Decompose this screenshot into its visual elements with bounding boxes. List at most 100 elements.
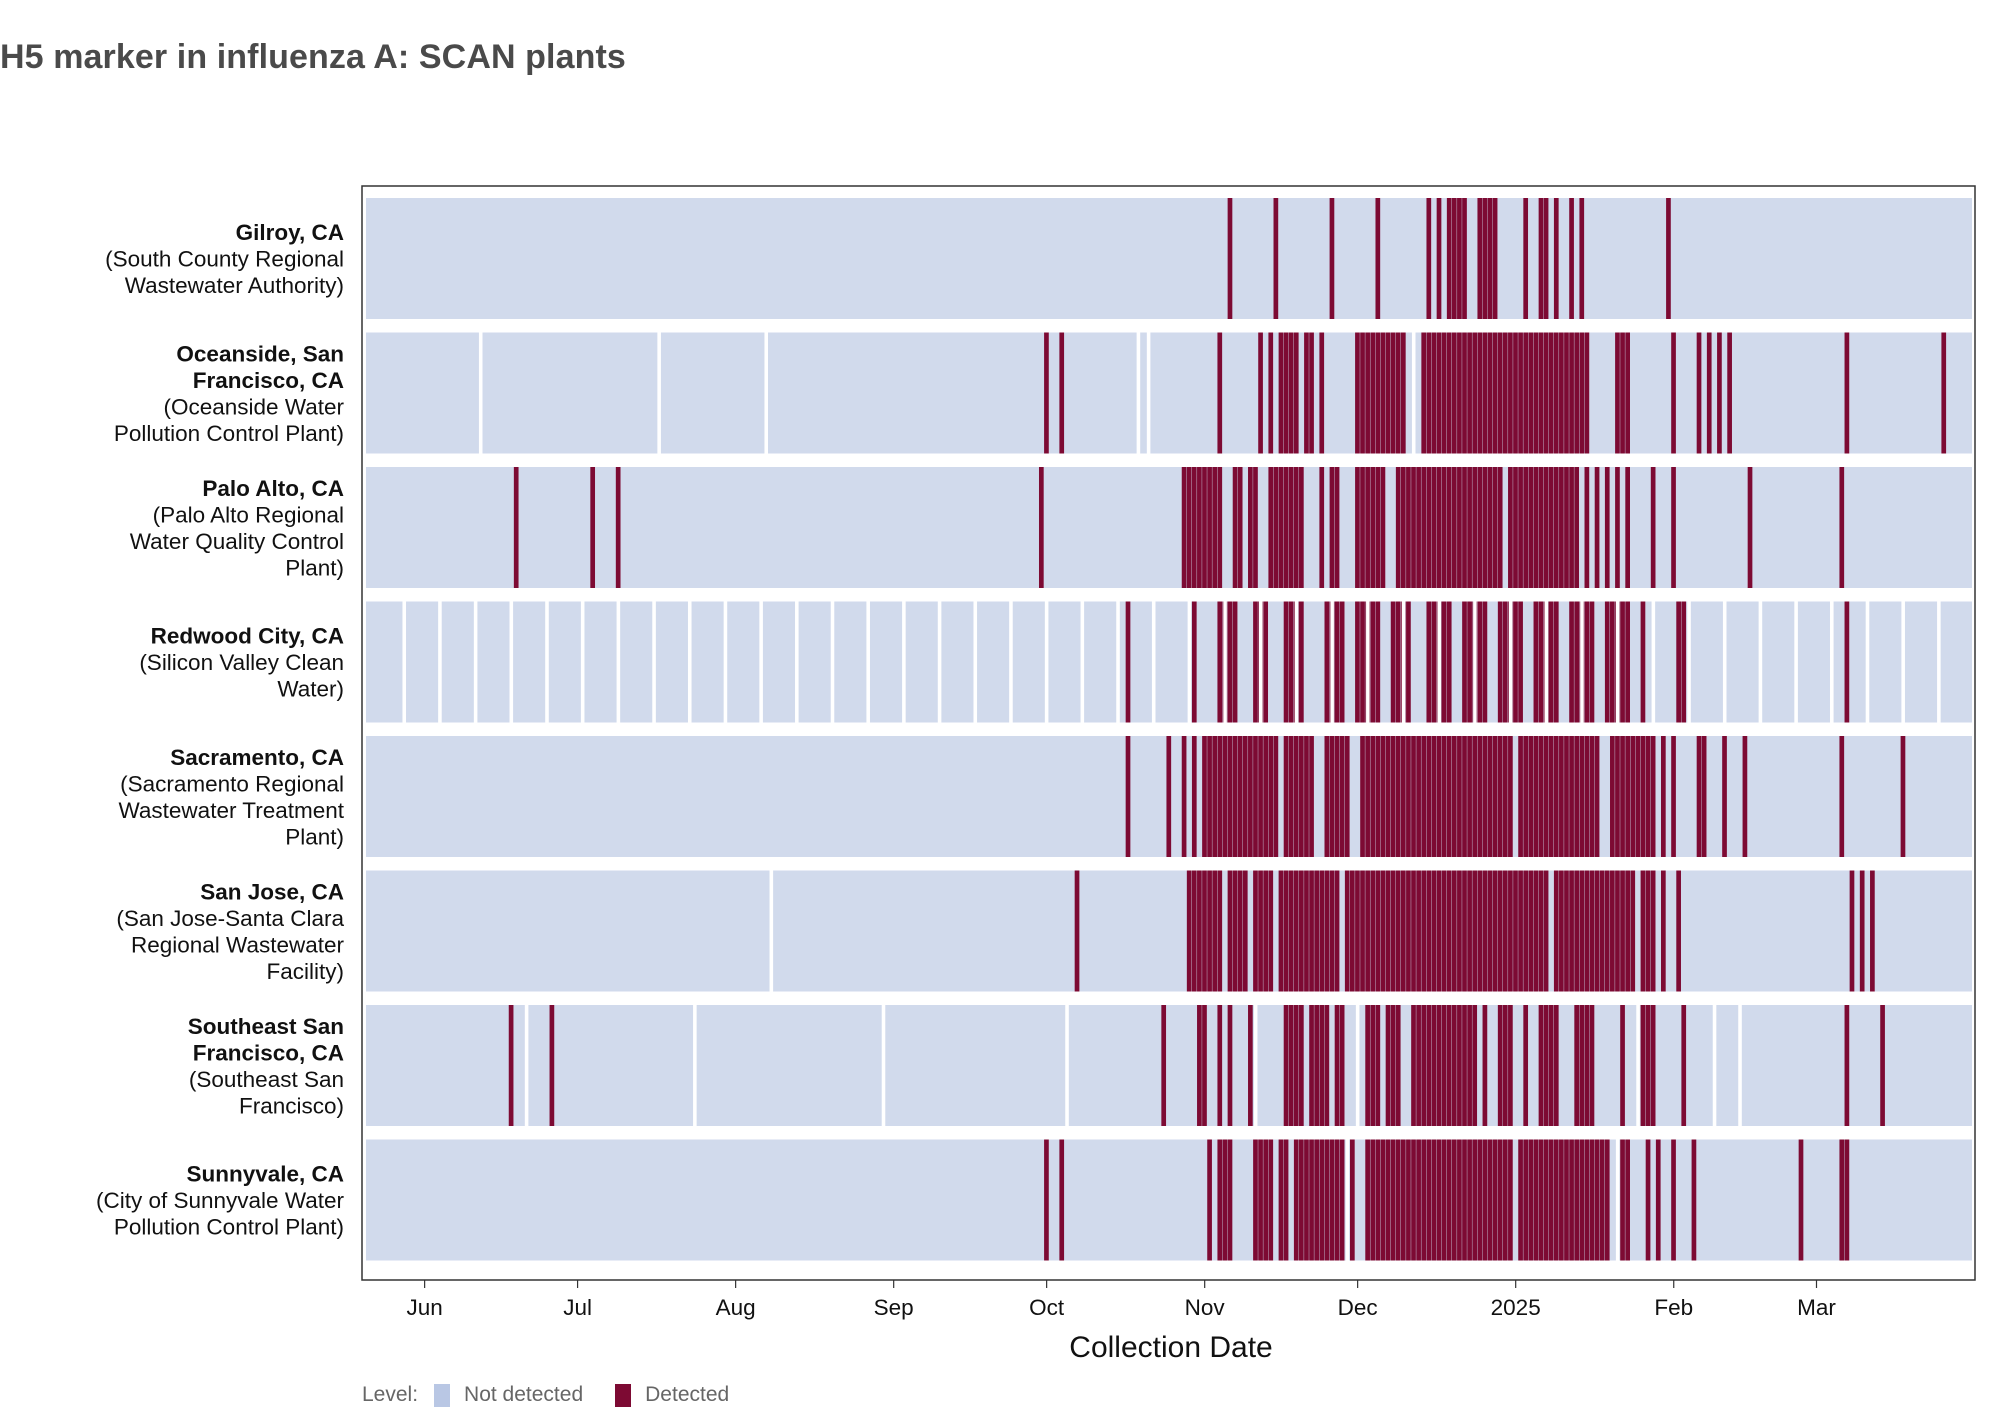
- missing-cell: [1473, 601, 1477, 723]
- detected-cell: [1849, 870, 1855, 992]
- detected-cell: [1543, 1139, 1549, 1261]
- detected-cell: [1375, 198, 1381, 319]
- detected-cell: [1548, 736, 1554, 857]
- detected-cell: [1237, 467, 1243, 588]
- detected-cell: [1615, 332, 1620, 454]
- plant-name: Francisco, CA: [193, 1040, 344, 1065]
- detected-cell: [1212, 467, 1218, 588]
- plant-facility: (Southeast San: [189, 1067, 344, 1092]
- missing-cell: [937, 601, 942, 723]
- detected-cell: [1477, 332, 1483, 454]
- detected-cell: [1278, 332, 1284, 454]
- detected-cell: [1390, 1139, 1396, 1261]
- detected-cell: [1462, 467, 1467, 588]
- detected-cell: [1446, 198, 1452, 319]
- detected-cell: [1324, 870, 1330, 992]
- detected-cell: [1207, 1139, 1212, 1261]
- detected-cell: [1395, 1139, 1401, 1261]
- detected-cell: [1477, 467, 1483, 588]
- detected-cell: [1604, 1139, 1610, 1261]
- detected-cell: [1579, 198, 1585, 319]
- plant-row-gilroy-ca: [366, 198, 1972, 319]
- detected-cell: [1375, 601, 1381, 723]
- detected-cell: [1293, 1005, 1299, 1126]
- detected-cell: [1482, 198, 1488, 319]
- detected-cell: [1217, 601, 1223, 723]
- detected-cell: [1344, 736, 1350, 857]
- plant-label-san-jose-ca: San Jose, CA (San Jose-Santa Clara Regiona…: [116, 879, 344, 984]
- detected-cell: [1299, 467, 1304, 588]
- detected-cell: [1467, 1005, 1472, 1126]
- detected-cell: [1360, 467, 1365, 588]
- missing-cell: [1253, 1005, 1258, 1126]
- detected-cell: [1839, 736, 1845, 857]
- detected-cell: [1508, 1005, 1513, 1126]
- missing-cell: [973, 601, 978, 723]
- detected-cell: [1620, 736, 1625, 857]
- detected-cell: [1472, 332, 1478, 454]
- detected-cell: [1630, 736, 1636, 857]
- detected-cell: [1411, 1005, 1416, 1126]
- detected-cell: [1426, 1005, 1432, 1126]
- detected-cell: [1492, 1139, 1498, 1261]
- detected-cell: [1406, 736, 1411, 857]
- detected-cell: [1411, 1139, 1416, 1261]
- detected-cell: [1518, 1139, 1523, 1261]
- detected-cell: [1395, 601, 1401, 723]
- detected-cell: [1288, 467, 1294, 588]
- detected-cell: [1462, 332, 1467, 454]
- detected-cell: [1237, 870, 1243, 992]
- detected-cell: [1502, 1139, 1508, 1261]
- detected-cell: [1375, 870, 1381, 992]
- plant-facility: Regional Wastewater: [131, 932, 345, 957]
- detected-cell: [1421, 1139, 1427, 1261]
- plant-facility: Pollution Control Plant): [114, 1215, 344, 1240]
- detected-cell: [1569, 1139, 1574, 1261]
- detected-cell: [1625, 1139, 1630, 1261]
- detected-cell: [1288, 601, 1294, 723]
- detected-cell: [1273, 467, 1279, 588]
- plant-facility: (South County Regional: [105, 247, 344, 272]
- detected-cell: [1059, 1139, 1065, 1261]
- detected-cell: [1660, 736, 1666, 857]
- detected-cell: [1416, 1005, 1421, 1126]
- detected-cell: [1334, 601, 1340, 723]
- detected-cell: [1232, 467, 1238, 588]
- detected-cell: [1395, 1005, 1401, 1126]
- x-axis: Jun Jul Aug Sep Oct Nov Dec 2025 Feb Mar: [406, 1280, 1836, 1320]
- detected-cell: [1370, 332, 1376, 454]
- detected-cell: [1304, 736, 1309, 857]
- detected-cell: [1349, 1139, 1355, 1261]
- detected-cell: [1615, 467, 1620, 588]
- missing-cell: [1758, 601, 1763, 723]
- detected-cell: [1207, 467, 1212, 588]
- detected-cell: [1400, 467, 1406, 588]
- detected-cell: [1589, 1139, 1595, 1261]
- missing-cell: [1615, 1139, 1620, 1261]
- detected-cell: [1742, 736, 1748, 857]
- detected-cell: [1513, 467, 1518, 588]
- detected-cell: [1472, 870, 1478, 992]
- missing-cell: [1437, 601, 1442, 723]
- detected-cell: [1538, 1139, 1544, 1261]
- detected-cell: [1553, 736, 1559, 857]
- detected-cell: [1467, 467, 1472, 588]
- detected-cell: [1650, 870, 1656, 992]
- detected-cell: [1441, 1005, 1447, 1126]
- detected-cell: [1202, 736, 1207, 857]
- detected-cell: [1329, 467, 1335, 588]
- detected-cell: [1487, 467, 1493, 588]
- plant-facility: Facility): [267, 959, 345, 984]
- detected-cell: [1334, 467, 1340, 588]
- detected-cell: [1696, 332, 1702, 454]
- detected-cell: [1579, 1139, 1585, 1261]
- detected-cell: [1278, 870, 1284, 992]
- detected-cell: [1283, 870, 1289, 992]
- detected-cell: [1462, 601, 1467, 723]
- detected-cell: [1395, 870, 1401, 992]
- detected-cell: [1263, 736, 1269, 857]
- detected-cell: [1268, 736, 1274, 857]
- detected-cell: [1660, 870, 1666, 992]
- detected-cell: [1457, 736, 1462, 857]
- missing-cell: [1411, 332, 1416, 454]
